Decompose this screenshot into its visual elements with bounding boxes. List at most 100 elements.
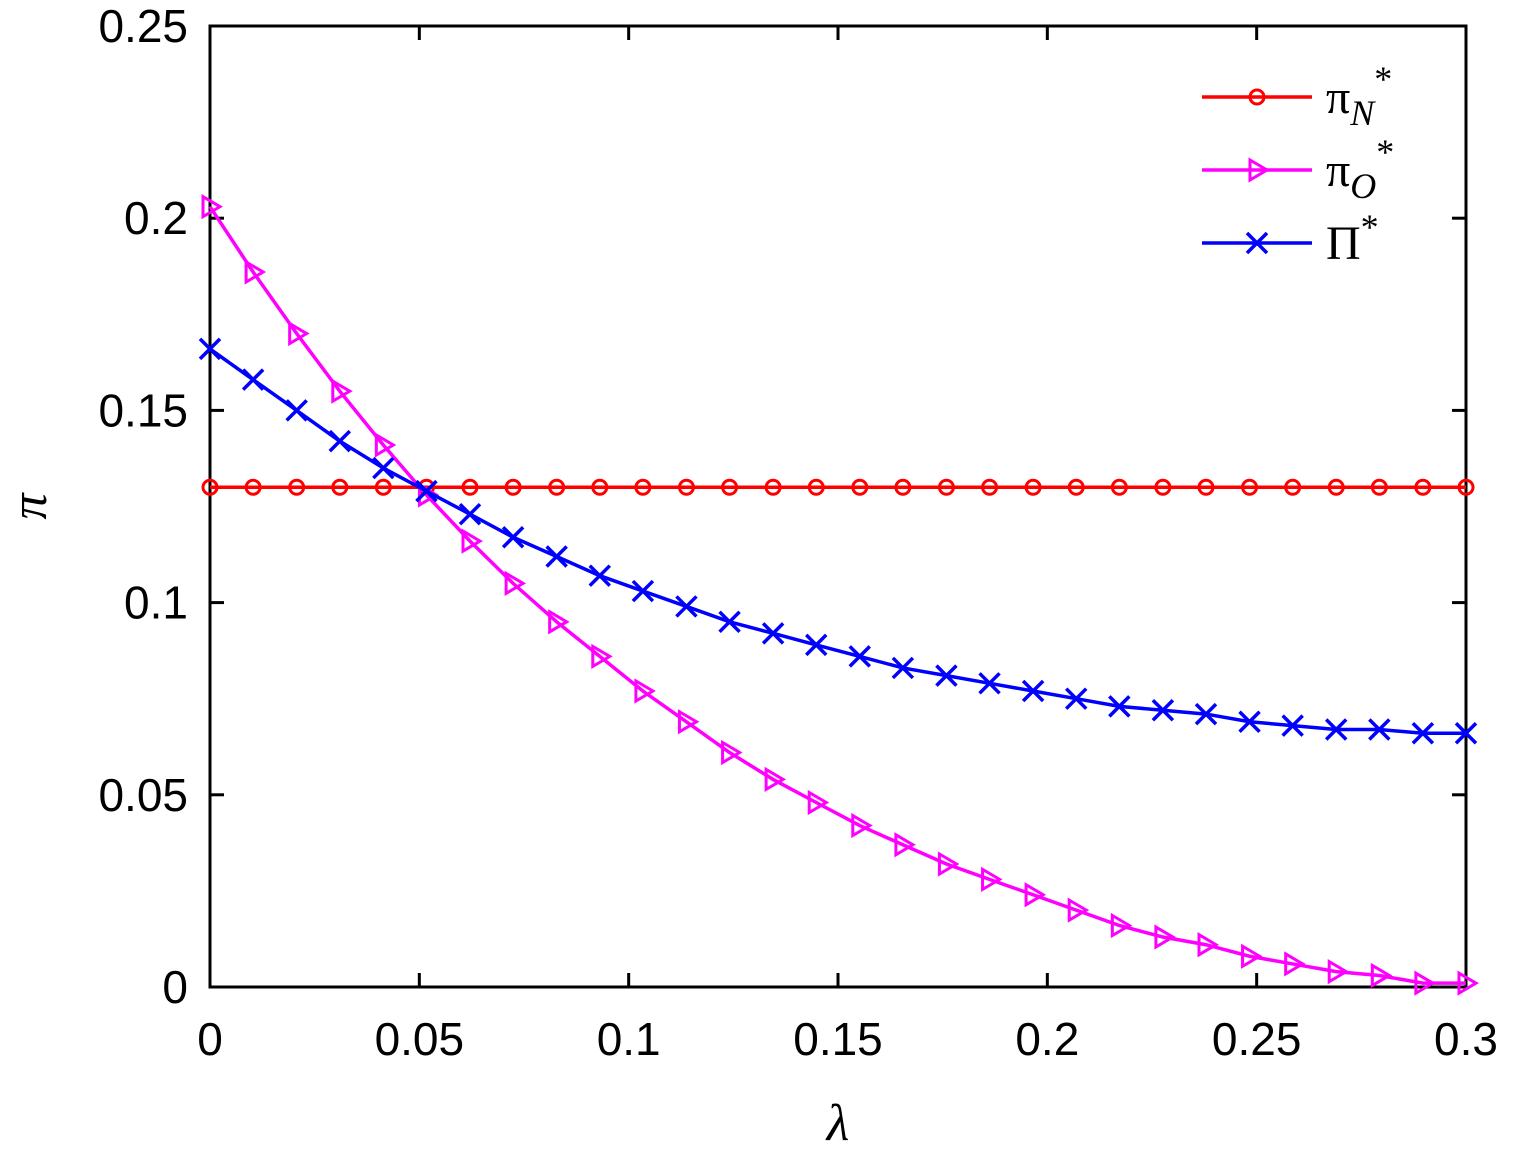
data-point [894, 832, 916, 858]
data-point [1327, 959, 1350, 985]
data-point [374, 432, 397, 458]
y-tick-label: 0.05 [98, 769, 188, 821]
y-tick-label: 0.25 [98, 0, 188, 52]
data-point [851, 812, 873, 839]
data-point [1327, 478, 1345, 496]
y-tick-label: 0 [162, 961, 188, 1013]
data-point [848, 645, 872, 668]
data-point [1238, 710, 1261, 734]
data-point [1024, 882, 1047, 908]
data-point [1241, 943, 1263, 969]
data-point [241, 368, 265, 391]
data-point [1067, 897, 1090, 923]
y-tick-label: 0.15 [98, 384, 188, 436]
data-point [331, 478, 349, 496]
data-point [1370, 478, 1388, 496]
legend-subscript: O [1350, 166, 1376, 206]
data-point [981, 866, 1003, 892]
legend-marker [1248, 157, 1270, 183]
data-point [718, 610, 741, 634]
data-point [634, 478, 652, 496]
data-point [631, 579, 655, 603]
data-point [1284, 951, 1306, 977]
axis-ticks: 0 0.05 0.1 0.15 0.2 0.25 0.3 0 0.05 0.1 0.15 0.2 0.2… [98, 0, 1498, 1065]
legend-entry: πO* [1202, 132, 1394, 206]
data-point [1241, 478, 1259, 496]
data-point [288, 478, 306, 496]
data-point [285, 399, 308, 422]
data-point [677, 709, 700, 735]
legend-symbol: Π [1326, 217, 1361, 270]
data-point [807, 478, 825, 496]
data-point [677, 478, 695, 496]
series-line [208, 205, 1466, 985]
legend-marker [1245, 231, 1269, 255]
x-tick-label: 0.15 [793, 1013, 883, 1065]
data-point [1197, 932, 1219, 958]
data-point [721, 478, 739, 496]
y-axis-label: π [1, 492, 58, 520]
data-point [1194, 702, 1218, 726]
data-point [504, 570, 527, 597]
x-axis-label: λ [825, 1095, 850, 1150]
data-point [1154, 478, 1172, 496]
data-point [501, 526, 525, 549]
data-point [1110, 478, 1128, 496]
x-tick-label: 0.05 [375, 1013, 465, 1065]
data-point [288, 320, 310, 347]
data-point [807, 789, 830, 816]
data-point [721, 739, 743, 766]
x-tick-label: 0.2 [1015, 1013, 1079, 1065]
data-point [1457, 478, 1475, 496]
data-point [891, 656, 915, 680]
data-point [675, 595, 698, 618]
data-point [372, 456, 395, 480]
data-point [1108, 695, 1131, 718]
data-point [1324, 718, 1348, 741]
data-point [937, 478, 955, 496]
data-point [804, 633, 828, 657]
data-point [331, 378, 353, 404]
data-point [1411, 722, 1435, 745]
data-point [548, 478, 566, 496]
data-point [591, 643, 613, 670]
data-point [461, 478, 479, 496]
legend-superscript: * [1374, 59, 1392, 99]
data-point [634, 678, 656, 704]
x-tick-label: 0.1 [597, 1013, 661, 1065]
y-tick-label: 0.2 [124, 192, 188, 244]
data-point [1064, 687, 1088, 710]
data-point [1197, 478, 1215, 496]
data-point [504, 478, 522, 496]
series-layer [198, 194, 1479, 996]
data-point [545, 545, 568, 568]
x-tick-label: 0 [197, 1013, 223, 1065]
data-point [937, 851, 960, 877]
data-point [1021, 679, 1045, 703]
data-point [1457, 970, 1479, 996]
legend-symbol: π [1326, 144, 1350, 197]
data-point [588, 564, 612, 587]
legend-subscript: N [1349, 93, 1376, 133]
data-point [764, 766, 787, 793]
data-point [201, 478, 219, 496]
legend-label: πO* [1326, 132, 1394, 206]
data-point [851, 478, 869, 496]
data-point [1454, 722, 1478, 745]
data-point [244, 478, 262, 496]
data-point [458, 502, 482, 526]
data-point [1414, 970, 1436, 996]
data-point [198, 337, 222, 361]
data-point [591, 478, 609, 496]
series-0 [201, 478, 1475, 496]
data-point [764, 478, 782, 496]
legend-marker [1248, 88, 1266, 106]
legend-entry: πN* [1202, 59, 1392, 133]
legend-symbol: π [1326, 71, 1350, 124]
data-point [1414, 478, 1432, 496]
data-point [415, 479, 438, 503]
legend-label: Π* [1326, 207, 1379, 270]
x-tick-label: 0.3 [1434, 1013, 1498, 1065]
x-tick-label: 0.25 [1212, 1013, 1302, 1065]
